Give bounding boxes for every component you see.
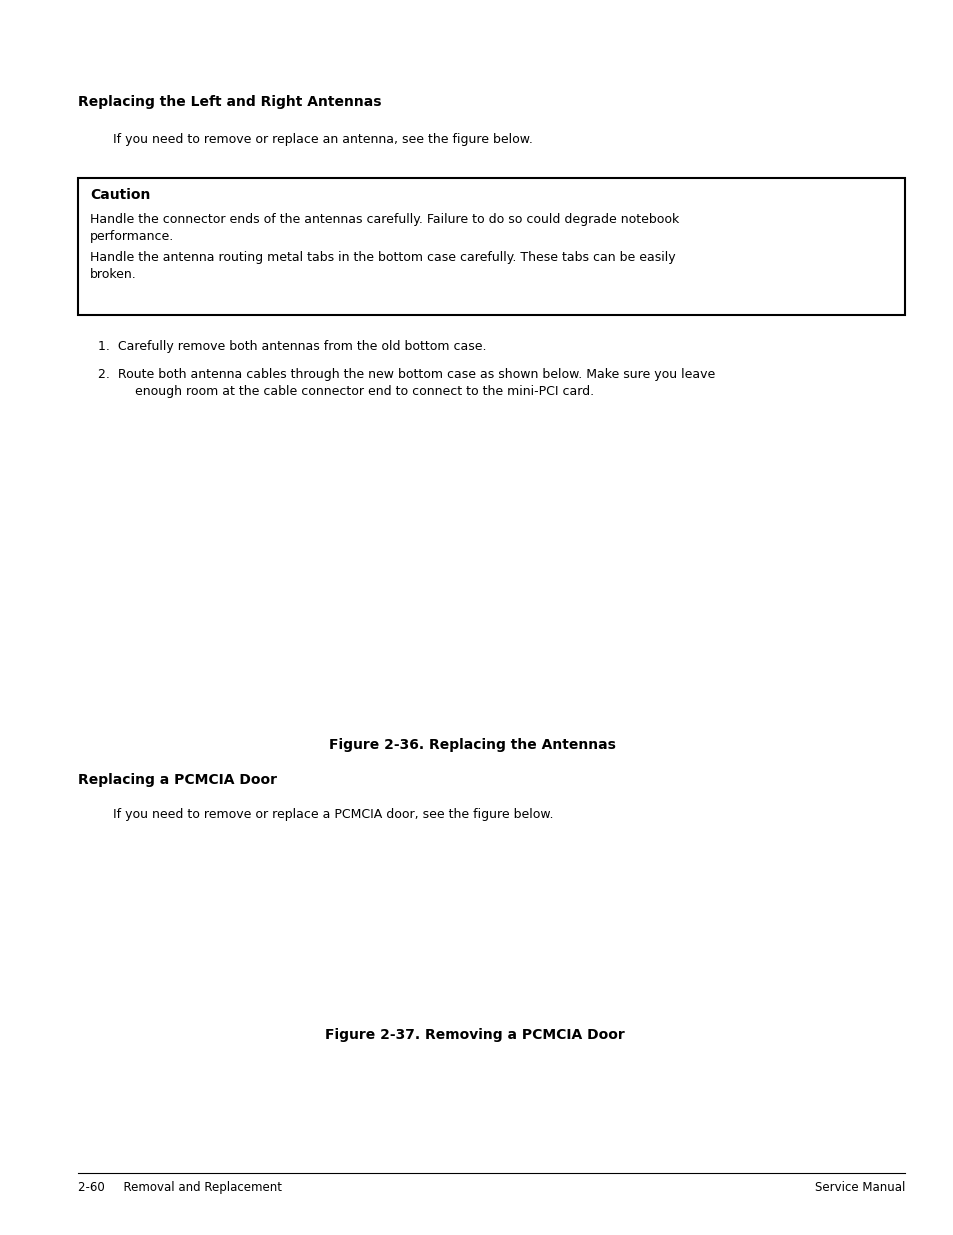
Bar: [185, 410, 760, 720]
Text: If you need to remove or replace a PCMCIA door, see the figure below.: If you need to remove or replace a PCMCI…: [112, 808, 553, 821]
Text: broken.: broken.: [90, 268, 136, 282]
Text: If you need to remove or replace an antenna, see the figure below.: If you need to remove or replace an ante…: [112, 133, 533, 146]
Text: Replacing a PCMCIA Door: Replacing a PCMCIA Door: [78, 773, 276, 787]
Text: Handle the antenna routing metal tabs in the bottom case carefully. These tabs c: Handle the antenna routing metal tabs in…: [90, 251, 675, 264]
Text: 2-60     Removal and Replacement: 2-60 Removal and Replacement: [78, 1181, 282, 1194]
Text: 1.  Carefully remove both antennas from the old bottom case.: 1. Carefully remove both antennas from t…: [98, 340, 486, 353]
Bar: [310, 845, 639, 1010]
Text: Handle the connector ends of the antennas carefully. Failure to do so could degr: Handle the connector ends of the antenna…: [90, 212, 679, 226]
Text: Replacing the Left and Right Antennas: Replacing the Left and Right Antennas: [78, 95, 381, 109]
Text: Figure 2-36. Replacing the Antennas: Figure 2-36. Replacing the Antennas: [329, 739, 616, 752]
Text: 2.  Route both antenna cables through the new bottom case as shown below. Make s: 2. Route both antenna cables through the…: [98, 368, 715, 382]
FancyBboxPatch shape: [78, 178, 904, 315]
Text: Service Manual: Service Manual: [814, 1181, 904, 1194]
Text: enough room at the cable connector end to connect to the mini-PCI card.: enough room at the cable connector end t…: [111, 385, 594, 398]
Text: Figure 2-37. Removing a PCMCIA Door: Figure 2-37. Removing a PCMCIA Door: [325, 1028, 624, 1042]
Text: performance.: performance.: [90, 230, 174, 243]
Text: Caution: Caution: [90, 188, 151, 203]
